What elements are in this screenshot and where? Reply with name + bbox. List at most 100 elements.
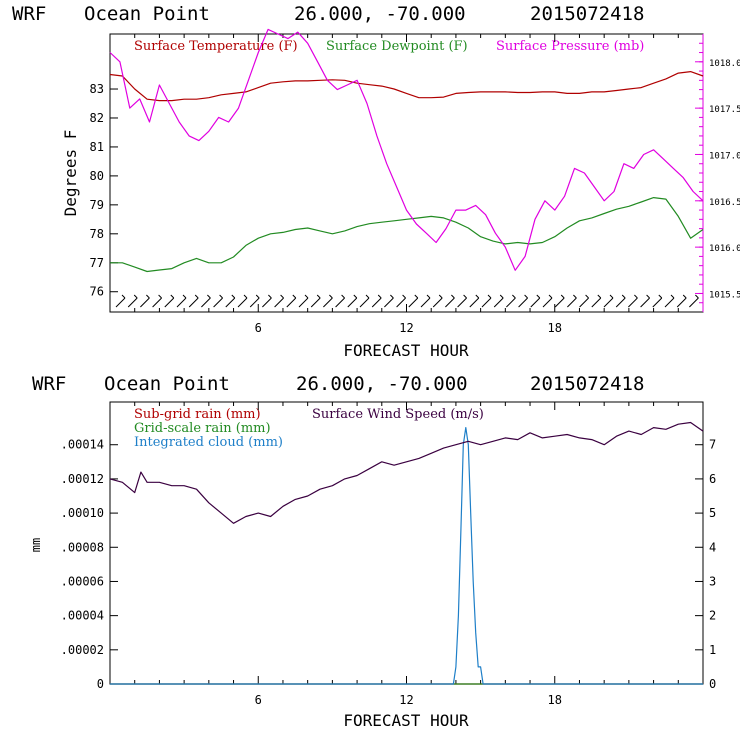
x-tick-label: 18 [548,321,562,335]
legend-subgrid-rain: Sub-grid rain (mm) [134,407,261,422]
top-y2-ticks: 1015.5 1016.0 1016.5 1017.0 1017.5 1018.0 [695,42,740,304]
bottom-x-axis-label: FORECAST HOUR [343,711,469,730]
wind-barb [347,294,358,308]
top-y-axis-label: Degrees F [61,130,80,217]
series-line-surface-pressure-mb [109,28,704,271]
wind-barb [323,294,333,308]
wind-barb [310,294,321,308]
bottom-legend: Sub-grid rain (mm) Grid-scale rain (mm) … [134,407,484,450]
x-tick-label: 6 [255,321,262,335]
wind-barb [493,294,504,308]
legend-surface-dewpoint: Surface Dewpoint (F) [326,39,468,54]
legend-gridscale-rain: Grid-scale rain (mm) [134,421,271,436]
x-tick-label: 18 [548,693,562,707]
y-tick-label: 80 [90,169,104,183]
wind-barb [432,294,443,308]
y-tick-label: .00006 [61,574,104,588]
wind-barb [176,294,187,308]
wind-barb [615,294,626,308]
wind-barb [420,294,431,308]
top-x-ticks: 6 12 18 [134,34,679,335]
wind-barb [127,294,138,308]
bottom-location-label: Ocean Point [104,373,230,395]
y2-tick-label: 1017.0 [709,151,740,161]
top-panel-header: WRF Ocean Point 26.000, -70.000 20150724… [12,3,644,25]
bottom-x-ticks: 6 12 18 [134,402,679,707]
top-coords-label: 26.000, -70.000 [294,3,466,25]
wind-barb [201,294,211,308]
bottom-y-ticks: .00014 .00012 .00010 .00008 .00006 .00004 .000… [61,438,118,691]
wind-barb [152,294,162,308]
y2-tick-label: 1016.5 [709,198,740,208]
wind-barb [359,294,370,308]
y2-tick-label: 4 [709,540,716,554]
bottom-y2-ticks: 7 6 5 4 3 2 1 0 [695,438,716,691]
y-tick-label: 82 [90,111,104,125]
x-tick-label: 12 [399,321,413,335]
wind-barb [115,294,126,308]
wind-barb [481,294,492,308]
y-tick-label: 83 [90,82,104,96]
y2-tick-label: 0 [709,677,716,691]
y2-tick-label: 2 [709,609,716,623]
top-legend: Surface Temperature (F) Surface Dewpoint… [134,39,644,54]
bottom-coords-label: 26.000, -70.000 [296,373,468,395]
top-plot-frame [109,33,704,313]
wind-barb [445,294,455,308]
wind-barb [213,294,223,308]
wind-barb [652,294,663,308]
wind-barb [567,294,577,308]
wind-barb [164,294,175,308]
wind-barb [384,294,394,308]
wind-barb [188,294,199,308]
y-tick-label: .00008 [61,540,104,554]
y-tick-label: 0 [97,677,104,691]
wind-barb [140,294,150,308]
top-model-label: WRF [12,3,46,25]
top-y-ticks: 76 77 78 79 80 81 82 83 [90,82,118,299]
legend-surface-wind-speed: Surface Wind Speed (m/s) [312,407,484,422]
y2-tick-label: 1016.0 [709,244,740,254]
y-tick-label: 76 [90,285,104,299]
y-tick-label: .00002 [61,643,104,657]
wind-barb [628,294,638,308]
top-date-label: 2015072418 [530,3,644,25]
wind-barb [408,294,419,308]
y-tick-label: 81 [90,140,104,154]
wind-barb [225,294,236,308]
x-tick-label: 12 [399,693,413,707]
series-line-surface-dewpoint-f [110,197,704,273]
wind-barb [457,294,467,308]
wind-barb [554,294,565,308]
wind-barb [530,294,541,308]
wind-barb [371,294,382,308]
wind-barb [506,294,516,308]
wind-barb [262,294,272,308]
wind-barb [396,294,406,308]
y-tick-label: 79 [90,198,104,212]
wind-barb [591,294,602,308]
y-tick-label: 77 [90,256,104,270]
y-tick-label: .00010 [61,506,104,520]
wind-barb [579,294,589,308]
y2-tick-label: 6 [709,472,716,486]
legend-surface-pressure: Surface Pressure (mb) [496,39,644,54]
bottom-panel-header: WRF Ocean Point 26.000, -70.000 20150724… [32,373,644,395]
wind-barb [298,294,309,308]
wind-barb [664,294,675,308]
series-line-integrated-cloud-mm [110,427,703,685]
bottom-y-axis-label: mm [29,538,43,552]
y2-tick-label: 1 [709,643,716,657]
wind-barb [542,294,553,308]
bottom-model-label: WRF [32,373,66,395]
wind-barb [274,294,284,308]
y2-tick-label: 5 [709,506,716,520]
x-tick-label: 6 [255,693,262,707]
y-tick-label: .00012 [61,472,104,486]
wind-barb [469,294,480,308]
wind-barb [237,294,248,308]
wind-barb [640,294,650,308]
series-line-surface-temperature-f [109,70,704,102]
wind-barb [286,294,297,308]
